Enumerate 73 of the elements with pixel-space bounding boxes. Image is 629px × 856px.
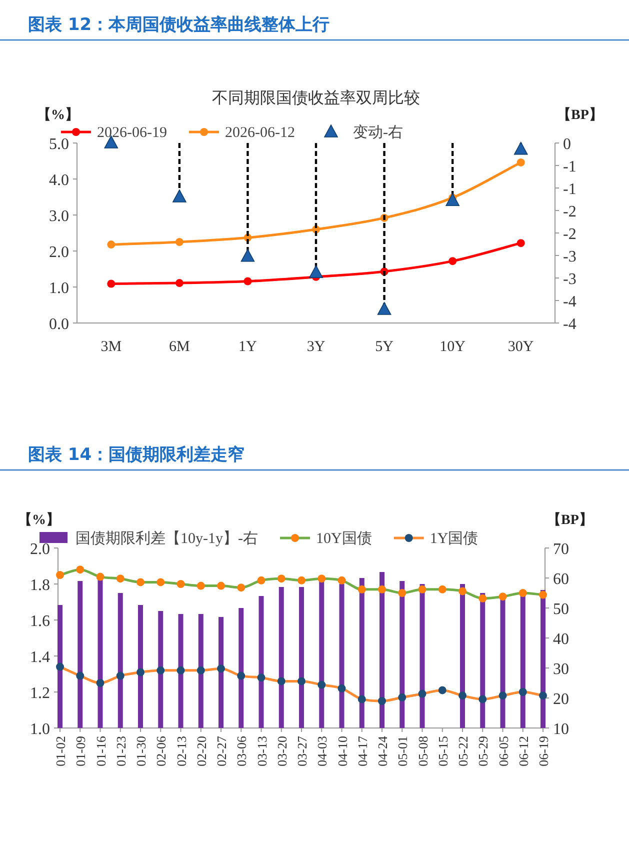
y2-tick-label: 20 [553,691,569,708]
y2-axis-title: 【BP】 [547,512,593,528]
y-tick-label: 0.0 [49,316,69,333]
x-tick-label: 02-06 [154,736,169,766]
x-tick-label: 6M [169,339,190,355]
x-tick-label: 10Y [440,339,466,355]
x-tick-label: 5Y [375,339,394,355]
x-tick-label: 04-24 [375,736,390,766]
y2-tick-label: -4 [563,294,576,310]
y2-tick-label: -3 [563,271,576,288]
y-tick-label: 1.4 [30,649,50,666]
y-tick-label: 2.0 [30,541,50,558]
x-tick-label: 05-01 [395,736,410,766]
y2-tick-label: -1 [563,181,576,198]
y-tick-label: 5.0 [49,136,69,153]
x-tick-label: 02-13 [174,736,189,766]
y-axis-title: 【%】 [37,107,79,123]
x-tick-label: 06-05 [496,736,511,766]
y2-tick-label: -4 [563,316,576,333]
legend-label: 2026-06-19 [97,125,167,141]
x-tick-label: 03-13 [254,736,270,766]
x-tick-label: 01-02 [53,736,68,766]
x-tick-label: 05-15 [435,736,450,766]
y-tick-label: 4.0 [49,172,69,189]
y-tick-label: 2.0 [49,244,69,261]
x-tick-label: 04-03 [314,736,330,766]
y-axis-title: 【%】 [18,512,60,528]
x-tick-label: 1Y [238,339,258,355]
y-tick-label: 1.0 [49,280,69,297]
y2-tick-label: 50 [553,601,569,618]
y-tick-label: 1.8 [30,577,50,594]
x-tick-label: 01-16 [93,736,108,766]
y2-tick-label: -2 [563,226,576,243]
y2-axis-title: 【BP】 [557,107,603,123]
x-tick-label: 01-09 [73,736,88,766]
chart-subtitle: 不同期限国债收益率双周比较 [212,88,420,107]
x-tick-label: 05-08 [415,736,430,766]
x-tick-label: 04-10 [334,736,350,766]
x-tick-label: 3Y [306,339,326,355]
y-tick-label: 3.0 [49,208,69,225]
x-tick-label: 03-06 [234,736,250,766]
y2-tick-label: 60 [553,571,569,588]
x-tick-label: 06-12 [516,736,531,766]
y2-tick-label: -3 [563,248,576,266]
x-tick-label: 06-19 [536,736,551,766]
x-tick-label: 04-17 [354,736,370,766]
x-tick-label: 05-29 [476,736,491,766]
legend-label: 2026-06-12 [225,125,295,141]
legend-label: 10Y国债 [316,531,372,547]
y2-tick-label: 30 [553,661,569,678]
x-tick-label: 05-22 [456,736,470,766]
y-tick-label: 1.2 [30,685,50,702]
chart-title: 图表 12：本周国债收益率曲线整体上行 [28,15,330,35]
legend-label: 1Y国债 [430,531,478,547]
chart-title: 图表 14：国债期限利差走窄 [28,445,245,465]
y2-tick-label: 10 [553,721,569,738]
y2-tick-label: -2 [563,204,576,220]
y2-tick-label: 0 [563,136,571,153]
x-tick-label: 03-20 [274,736,290,766]
y-tick-label: 1.6 [30,613,50,630]
y2-tick-label: -1 [563,158,576,176]
x-tick-label: 3M [100,339,122,355]
x-tick-label: 30Y [508,339,534,355]
x-tick-label: 03-27 [294,736,310,766]
x-tick-label: 02-20 [194,736,209,766]
legend-label: 变动-右 [353,124,403,141]
y2-tick-label: 40 [553,631,569,648]
legend-label: 国债期限利差【10y-1y】-右 [76,530,258,547]
x-tick-label: 01-23 [113,736,128,766]
x-tick-label: 02-27 [214,736,229,766]
y-tick-label: 1.0 [30,721,50,738]
y2-tick-label: 70 [553,541,569,558]
x-tick-label: 01-30 [134,736,148,766]
